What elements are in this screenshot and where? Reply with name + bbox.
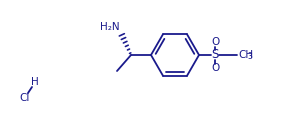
Text: H: H [31, 77, 39, 87]
Text: O: O [211, 63, 219, 73]
Text: H₂N: H₂N [100, 22, 120, 32]
Text: CH: CH [238, 50, 253, 60]
Text: Cl: Cl [20, 93, 30, 103]
Text: 3: 3 [247, 52, 252, 61]
Text: S: S [211, 48, 219, 62]
Text: O: O [211, 37, 219, 47]
